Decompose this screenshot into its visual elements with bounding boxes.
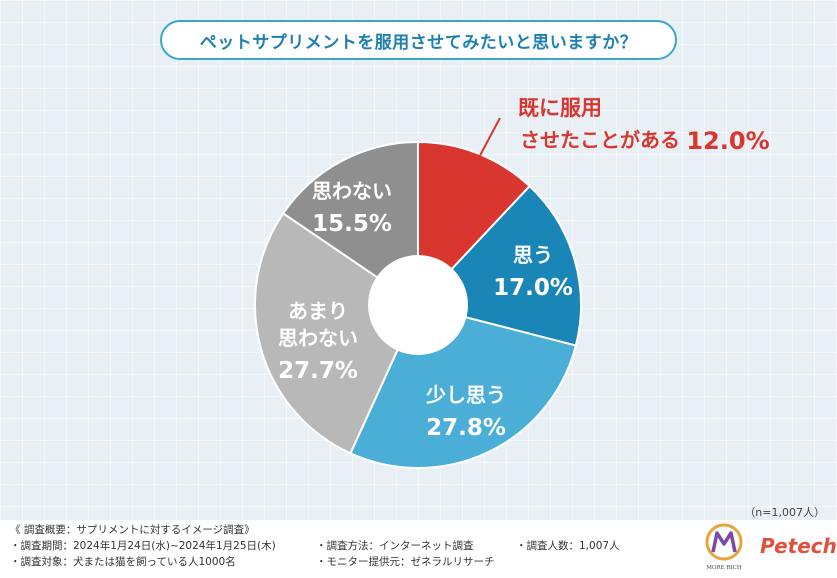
- slice-label: 思わない 15.5%: [312, 179, 392, 237]
- more-rich-text: MORE RICH: [706, 565, 742, 571]
- slice-label: 思う 17.0%: [493, 243, 573, 301]
- slice-label-text: あまり: [288, 299, 348, 323]
- petech-logo: Petech: [760, 534, 837, 558]
- callout-line: [475, 117, 501, 164]
- footer-period: ・調査期間：2024年1月24日(水)~2024年1月25日(木): [10, 540, 276, 552]
- pie-slice: [254, 211, 420, 455]
- slice-value: 17.0%: [493, 275, 573, 301]
- chart-title: ペットサプリメントを服用させてみたいと思いますか？: [160, 20, 677, 60]
- footer-count: ・調査人数：1,007人: [516, 540, 620, 552]
- slice-value: 27.7%: [278, 358, 358, 384]
- footer-target: ・調査対象：犬または猫を飼っている人1000名: [10, 556, 236, 568]
- pie-slice: [281, 140, 419, 307]
- slice-label-text: 少し思う: [425, 383, 506, 407]
- footer-method: ・調査方法：インターネット調査: [316, 540, 474, 552]
- sample-size-note: （n=1,007人）: [744, 506, 825, 519]
- slice-label-text: 既に服用: [518, 96, 602, 120]
- slice-label-text: させたことがある: [520, 128, 680, 152]
- donut-hole: [368, 255, 468, 355]
- footer: 《 調査概要：サプリメントに対するイメージ調査》 ・調査期間：2024年1月24…: [0, 520, 837, 578]
- footer-provider: ・モニター提供元：ゼネラルリサーチ: [316, 556, 495, 568]
- slice-label-text: 思う: [513, 243, 553, 267]
- footer-overview: 《 調査概要：サプリメントに対するイメージ調査》: [10, 524, 255, 536]
- slice-value: 15.5%: [312, 211, 392, 237]
- slice-label-text: 思わない: [278, 326, 358, 350]
- slice-value: 27.8%: [426, 415, 506, 441]
- slice-label-text: 思わない: [312, 179, 392, 203]
- slice-label: 少し思う 27.8%: [425, 383, 506, 441]
- slice-value: 12.0%: [686, 127, 769, 155]
- more-rich-logo: MORE RICH: [705, 523, 743, 571]
